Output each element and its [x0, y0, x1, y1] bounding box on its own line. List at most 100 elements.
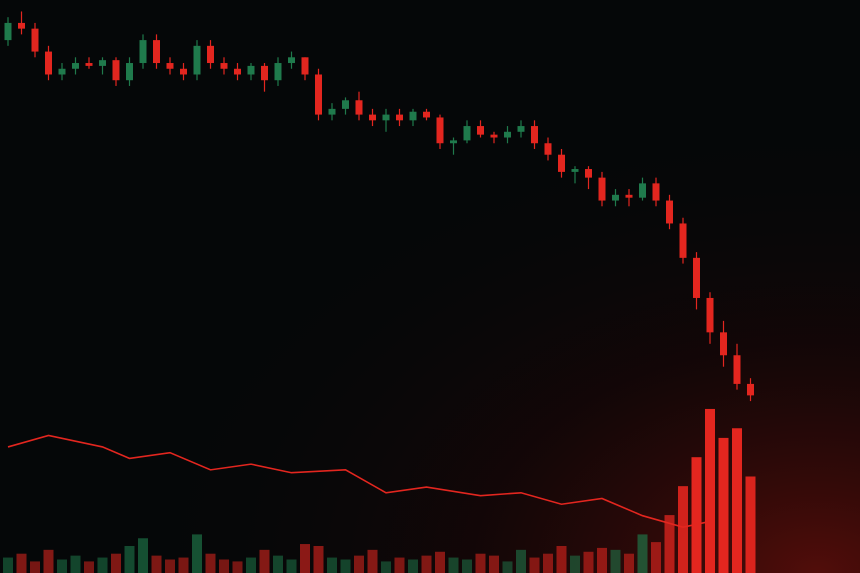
volume-bar	[16, 553, 27, 573]
candle-body	[193, 45, 201, 75]
volume-bar	[529, 557, 540, 573]
candle-body	[436, 117, 444, 144]
candle-body	[166, 63, 174, 69]
candle-body	[720, 332, 727, 356]
candle-body	[639, 183, 646, 198]
candle-body	[274, 63, 282, 81]
candle-body	[31, 28, 39, 52]
volume-bar	[97, 557, 108, 573]
candle-body	[207, 45, 214, 64]
volume-bar	[354, 555, 364, 573]
candle-body	[288, 57, 295, 64]
volume-bar	[583, 551, 594, 573]
volume-bar	[43, 549, 54, 573]
candle-body	[679, 223, 687, 258]
volume-bar	[111, 553, 121, 573]
volume-bar	[502, 561, 513, 573]
volume-bar	[435, 551, 445, 573]
volume-bar	[556, 545, 567, 573]
candle-body	[477, 126, 484, 135]
volume-bar	[286, 559, 297, 573]
volume-bar	[705, 408, 715, 573]
candle-body	[342, 100, 349, 109]
volume-bar	[367, 549, 378, 573]
candle-body	[153, 40, 160, 64]
volume-bar	[178, 557, 189, 573]
candle-body	[369, 114, 376, 121]
candle-body	[45, 51, 52, 75]
candle-body	[612, 194, 619, 201]
volume-bar	[30, 561, 40, 573]
volume-bar	[637, 534, 648, 573]
candle-body	[301, 57, 309, 75]
candle-body	[706, 297, 714, 333]
candle-body	[544, 143, 552, 155]
volume-bar	[394, 557, 405, 573]
volume-bar	[745, 476, 756, 573]
volume-bar	[151, 555, 162, 573]
volume-bar	[691, 457, 702, 573]
volume-bar	[421, 555, 432, 573]
volume-bar	[205, 553, 216, 573]
volume-bar	[570, 555, 580, 573]
volume-bar	[57, 559, 67, 573]
candle-body	[571, 169, 579, 172]
candle-body	[180, 68, 187, 75]
volume-bar	[84, 561, 94, 573]
volume-bar	[475, 553, 486, 573]
volume-bar	[192, 534, 202, 573]
candle-body	[355, 100, 363, 115]
candle-body	[490, 134, 498, 138]
candle-body	[99, 60, 106, 66]
volume-bar	[489, 555, 499, 573]
volume-bar	[624, 553, 634, 573]
volume-bar	[3, 557, 13, 573]
volume-bar	[678, 486, 688, 573]
volume-bar	[259, 549, 270, 573]
volume-bar	[651, 542, 661, 573]
volume-bar	[543, 553, 553, 573]
volume-bar	[448, 557, 459, 573]
candle-body	[504, 131, 511, 138]
candle-body	[315, 74, 322, 115]
candle-body	[409, 111, 417, 121]
volume-bar	[246, 557, 256, 573]
candle-body	[517, 126, 525, 132]
volume-bar	[516, 549, 526, 573]
volume-bar	[124, 545, 135, 573]
candle-body	[85, 63, 93, 66]
volume-bar	[718, 437, 729, 573]
candle-body	[58, 68, 66, 75]
candle-body	[666, 200, 673, 224]
candle-body	[18, 22, 25, 29]
volume-bar	[340, 559, 351, 573]
candle-body	[247, 65, 255, 75]
volume-bar	[300, 544, 310, 573]
candle-body	[382, 114, 390, 121]
trend-line	[7, 434, 711, 528]
volume-bar	[70, 555, 81, 573]
volume-bar	[462, 559, 472, 573]
candle-body	[598, 177, 606, 201]
volume-bar	[610, 549, 621, 573]
candle-body	[585, 169, 592, 178]
volume-bar	[273, 555, 283, 573]
candle-body	[126, 63, 133, 81]
volume-bar	[732, 428, 742, 573]
candle-body	[396, 114, 403, 121]
candle-body	[220, 63, 228, 69]
volume-bar	[165, 559, 175, 573]
candle-body	[652, 183, 660, 201]
volume-bar	[597, 547, 607, 573]
candle-body	[693, 257, 700, 298]
candle-body	[733, 355, 741, 384]
candle-body	[112, 60, 120, 81]
candle-body	[72, 63, 79, 69]
volume-bar	[313, 545, 324, 573]
volume-bar	[219, 559, 229, 573]
volume-bar	[408, 559, 418, 573]
candle-body	[423, 111, 430, 118]
volume-bar	[381, 561, 391, 573]
